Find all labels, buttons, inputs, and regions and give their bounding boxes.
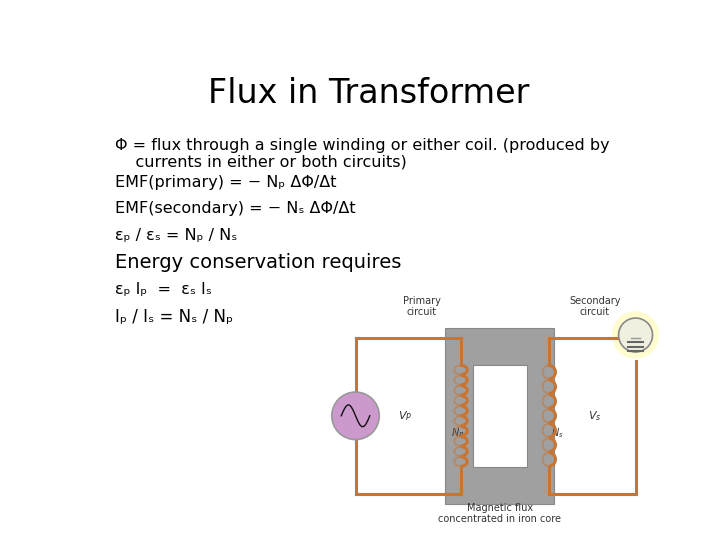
- Circle shape: [332, 392, 379, 440]
- Circle shape: [618, 318, 652, 352]
- Text: Secondary
circuit: Secondary circuit: [569, 296, 621, 318]
- Text: EMF(primary) = − Nₚ ΔΦ/Δt: EMF(primary) = − Nₚ ΔΦ/Δt: [115, 175, 337, 190]
- Text: $V_P$: $V_P$: [397, 409, 412, 423]
- Text: Φ = flux through a single winding or either coil. (produced by
    currents in e: Φ = flux through a single winding or eit…: [115, 138, 610, 170]
- Text: $V_s$: $V_s$: [588, 409, 602, 423]
- Text: εₚ / εₛ = Nₚ / Nₛ: εₚ / εₛ = Nₚ / Nₛ: [115, 228, 238, 243]
- Text: $N_P$: $N_P$: [451, 426, 464, 440]
- Text: Primary
circuit: Primary circuit: [402, 296, 441, 318]
- Text: Energy conservation requires: Energy conservation requires: [115, 253, 402, 272]
- Text: εₚ Iₚ  =  εₛ Iₛ: εₚ Iₚ = εₛ Iₛ: [115, 282, 212, 297]
- Circle shape: [612, 311, 660, 359]
- Text: EMF(secondary) = − Nₛ ΔΦ/Δt: EMF(secondary) = − Nₛ ΔΦ/Δt: [115, 201, 356, 216]
- Text: $N_s$: $N_s$: [551, 426, 564, 440]
- Bar: [472, 365, 527, 467]
- Text: Magnetic flux
concentrated in iron core: Magnetic flux concentrated in iron core: [438, 503, 562, 524]
- Bar: [446, 328, 554, 504]
- Text: Iₚ / Iₛ = Nₛ / Nₚ: Iₚ / Iₛ = Nₛ / Nₚ: [115, 308, 233, 326]
- Text: Flux in Transformer: Flux in Transformer: [208, 77, 530, 110]
